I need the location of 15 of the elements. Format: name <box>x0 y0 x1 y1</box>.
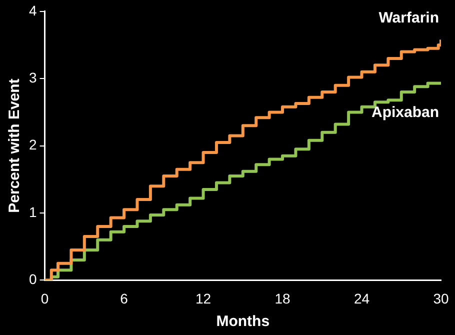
x-tick-label: 12 <box>195 290 212 306</box>
x-tick-label: 30 <box>433 290 449 306</box>
series-label: Warfarin <box>378 9 439 26</box>
y-tick-label: 0 <box>28 271 37 288</box>
x-axis-title: Months <box>216 313 270 330</box>
series-label: Apixaban <box>371 104 439 121</box>
y-axis-title: Percent with Event <box>6 78 24 213</box>
x-tick-label: 24 <box>354 290 370 306</box>
x-tick-label: 0 <box>40 290 49 306</box>
x-tick-label: 18 <box>274 290 291 306</box>
x-tick-label: 6 <box>120 290 128 306</box>
y-tick-label: 3 <box>28 69 37 86</box>
y-tick-label: 4 <box>28 2 37 18</box>
y-tick-label: 2 <box>28 136 37 153</box>
y-tick-label: 1 <box>28 204 37 220</box>
